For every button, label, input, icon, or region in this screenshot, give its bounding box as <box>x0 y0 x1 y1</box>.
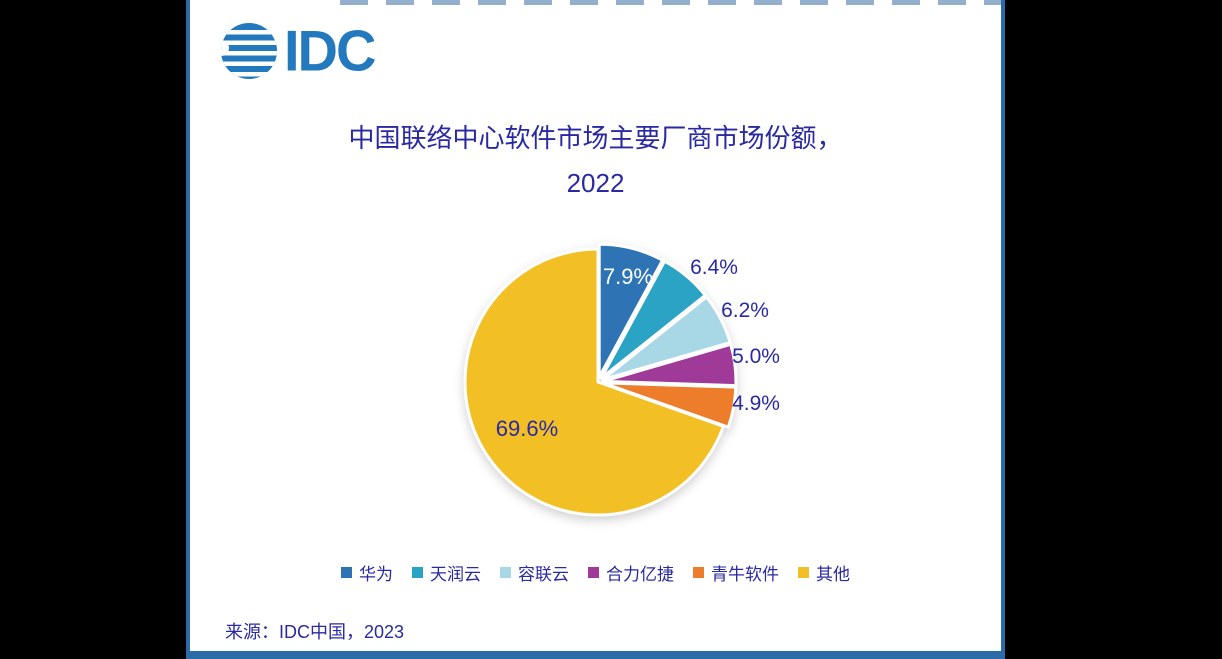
pie-label-others: 69.6% <box>495 416 559 441</box>
legend-item-ronglianyun: 容联云 <box>500 560 569 585</box>
chart-title: 中国联络中心软件市场主要厂商市场份额， 2022 <box>190 116 1001 206</box>
legend-label-tianrunyun: 天润云 <box>430 565 481 584</box>
legend-label-qingniu: 青牛软件 <box>711 565 779 584</box>
legend-item-qingniu: 青牛软件 <box>693 560 779 585</box>
idc-logo-text: IDC <box>284 18 376 83</box>
legend-item-huawei: 华为 <box>341 560 393 585</box>
legend-label-ronglianyun: 容联云 <box>518 565 569 584</box>
pie-slice-heliyijie <box>601 342 738 388</box>
legend-swatch-heliyijie <box>588 567 599 578</box>
pie-chart <box>438 222 758 542</box>
legend-label-others: 其他 <box>816 565 850 584</box>
pie-label-ronglianyun: 6.2% <box>721 299 769 322</box>
pie-label-tianrunyun: 6.4% <box>690 256 738 279</box>
legend-item-heliyijie: 合力亿捷 <box>588 560 674 585</box>
legend-swatch-tianrunyun <box>412 567 423 578</box>
slide-panel: IDC 中国联络中心软件市场主要厂商市场份额， 2022 7.9% 6.4% <box>186 0 1005 659</box>
pie-slice-ronglianyun <box>600 295 732 382</box>
source-note: 来源：IDC中国，2023 <box>225 622 405 642</box>
legend-label-heliyijie: 合力亿捷 <box>606 565 674 584</box>
legend-swatch-ronglianyun <box>500 567 511 578</box>
legend-label-huawei: 华为 <box>359 565 393 584</box>
pie-slice-huawei <box>597 242 665 379</box>
legend-swatch-others <box>798 567 809 578</box>
legend-swatch-qingniu <box>693 567 704 578</box>
chart-title-line2: 2022 <box>566 168 625 198</box>
pie-slice-tianrunyun <box>599 259 707 380</box>
chart-title-line1: 中国联络中心软件市场主要厂商市场份额， <box>348 123 843 153</box>
chart-legend: 华为 天润云 容联云 合力亿捷 青牛软件 其他 <box>190 560 1001 585</box>
pie-label-huawei: 7.9% <box>602 264 654 289</box>
legend-swatch-huawei <box>341 567 352 578</box>
pie-label-heliyijie: 5.0% <box>732 345 780 368</box>
legend-item-others: 其他 <box>798 560 850 585</box>
pie-label-qingniu: 4.9% <box>732 392 780 415</box>
idc-logo: IDC <box>220 18 376 83</box>
idc-globe-icon <box>221 23 277 79</box>
top-cropped-text-remnant <box>340 0 1001 5</box>
legend-item-tianrunyun: 天润云 <box>412 560 481 585</box>
pie-slice-others <box>463 247 725 517</box>
